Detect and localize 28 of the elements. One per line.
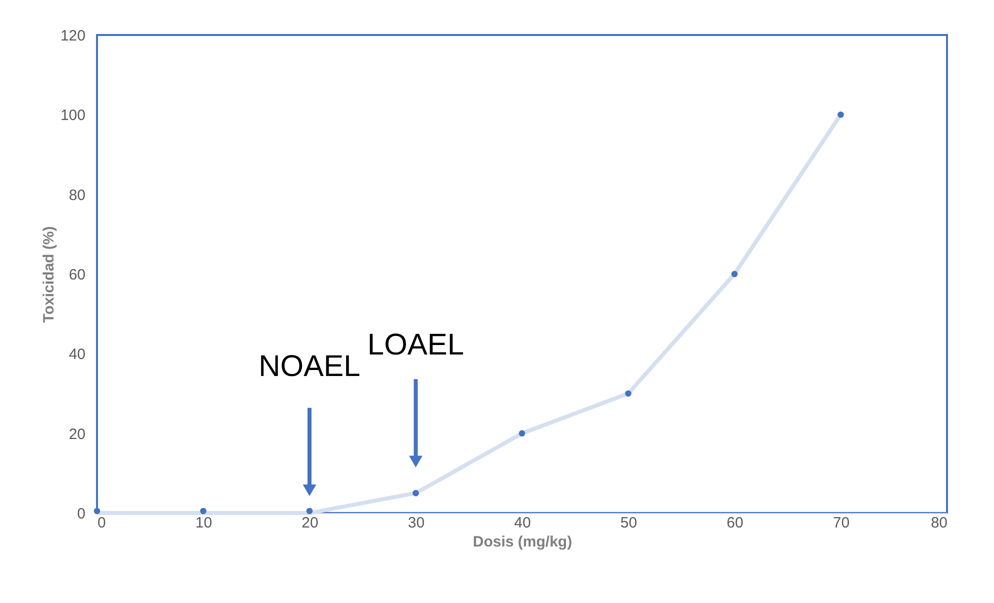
x-tick-label: 60 [726, 514, 744, 532]
y-tick-label: 60 [68, 266, 86, 284]
y-tick-label: 80 [68, 186, 86, 204]
point [731, 270, 738, 278]
y-tick-label: 20 [68, 426, 86, 443]
point [412, 490, 419, 496]
point [518, 430, 526, 436]
point [306, 508, 313, 514]
x-tick-label: 30 [408, 514, 425, 532]
y-tick-label: 40 [68, 346, 86, 364]
line-series [95, 112, 843, 515]
point [200, 508, 206, 514]
x-tick-label: 20 [302, 514, 318, 532]
x-tick-label: 70 [832, 514, 850, 532]
x-tick-label: 50 [620, 514, 638, 532]
annotation: NOAEL [258, 350, 360, 384]
annotation: LOAEL [367, 328, 464, 362]
x-tick-label: 10 [195, 514, 212, 532]
y-axis-title: Toxicidad (%) [40, 226, 58, 323]
y-tick-label: 100 [60, 107, 86, 124]
point [838, 112, 844, 118]
x-tick-label: 0 [98, 514, 106, 532]
point [94, 508, 100, 514]
x-tick-label: 80 [930, 514, 948, 532]
x-axis-title: Dosis (mg/kg) [472, 534, 572, 550]
x-tick-label: 40 [514, 514, 531, 532]
point [625, 390, 632, 397]
y-tick-label: 120 [60, 28, 86, 44]
